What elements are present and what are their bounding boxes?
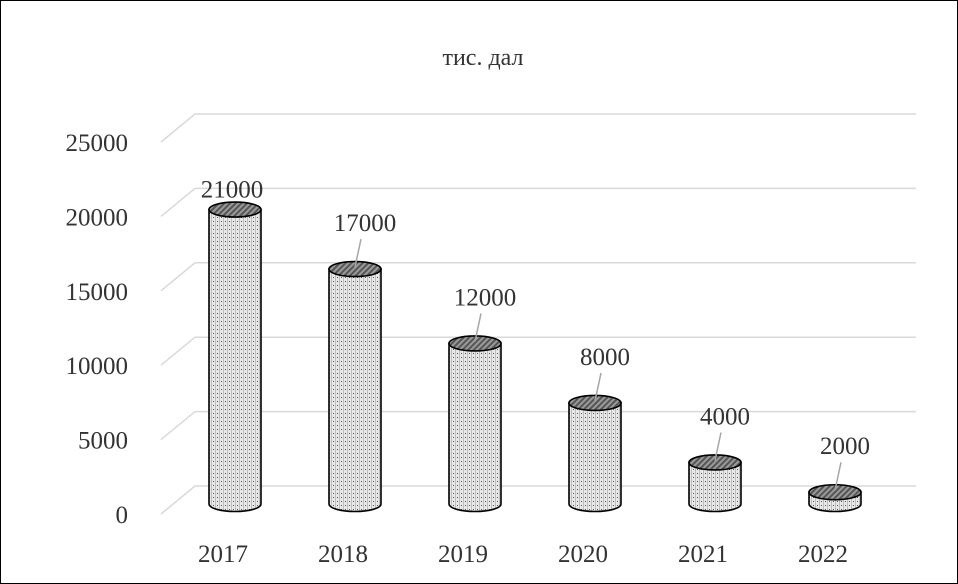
gridline — [160, 113, 916, 143]
gridline — [160, 187, 916, 217]
bar — [688, 461, 742, 513]
bar — [568, 402, 622, 513]
y-tick-label: 0 — [116, 502, 129, 529]
bar-top — [448, 335, 502, 352]
data-label: 21000 — [201, 177, 264, 204]
grid-layer — [160, 113, 916, 515]
x-tick-label: 2017 — [198, 541, 248, 568]
label-leader — [474, 313, 482, 342]
data-label: 4000 — [700, 403, 750, 430]
bar-top — [328, 260, 382, 278]
y-tick-label: 25000 — [66, 130, 129, 157]
x-tick-label: 2022 — [798, 541, 848, 568]
label-leader — [354, 238, 362, 268]
bar-group — [568, 372, 622, 513]
y-axis-ticks: 0 5000 10000 15000 20000 25000 — [66, 130, 129, 529]
gridline — [160, 336, 916, 366]
data-label: 12000 — [454, 284, 517, 311]
bar-top — [208, 201, 262, 218]
y-tick-label: 20000 — [66, 204, 129, 231]
x-tick-label: 2018 — [318, 541, 368, 568]
bar-top — [808, 483, 862, 501]
x-tick-label: 2020 — [558, 541, 608, 568]
label-leader — [834, 462, 842, 491]
x-axis-ticks: 2017 2018 2019 2020 2021 2022 — [198, 541, 848, 568]
chart-title: тис. дал — [442, 45, 523, 71]
bar-group — [688, 432, 742, 513]
gridline — [160, 485, 916, 515]
x-tick-label: 2019 — [438, 541, 488, 568]
bar — [448, 342, 502, 513]
bar-top — [568, 394, 622, 412]
bar-group — [448, 313, 502, 513]
y-tick-label: 10000 — [66, 353, 129, 380]
data-label: 8000 — [580, 344, 630, 371]
bar — [208, 208, 262, 513]
bar-group — [808, 462, 862, 513]
y-tick-label: 5000 — [78, 428, 128, 455]
x-tick-label: 2021 — [678, 541, 728, 568]
label-leader — [714, 432, 722, 461]
bar-top — [688, 454, 742, 471]
bar — [328, 268, 382, 513]
bar-group — [208, 201, 262, 513]
y-tick-label: 15000 — [66, 279, 129, 306]
data-label: 2000 — [820, 433, 870, 460]
bar-group — [328, 238, 382, 513]
gridline — [160, 410, 916, 441]
bar-layer: 21000 17000 12000 8000 4000 2000 — [201, 177, 870, 513]
data-label: 17000 — [334, 210, 397, 237]
gridline — [160, 262, 916, 292]
label-leader — [594, 372, 602, 402]
